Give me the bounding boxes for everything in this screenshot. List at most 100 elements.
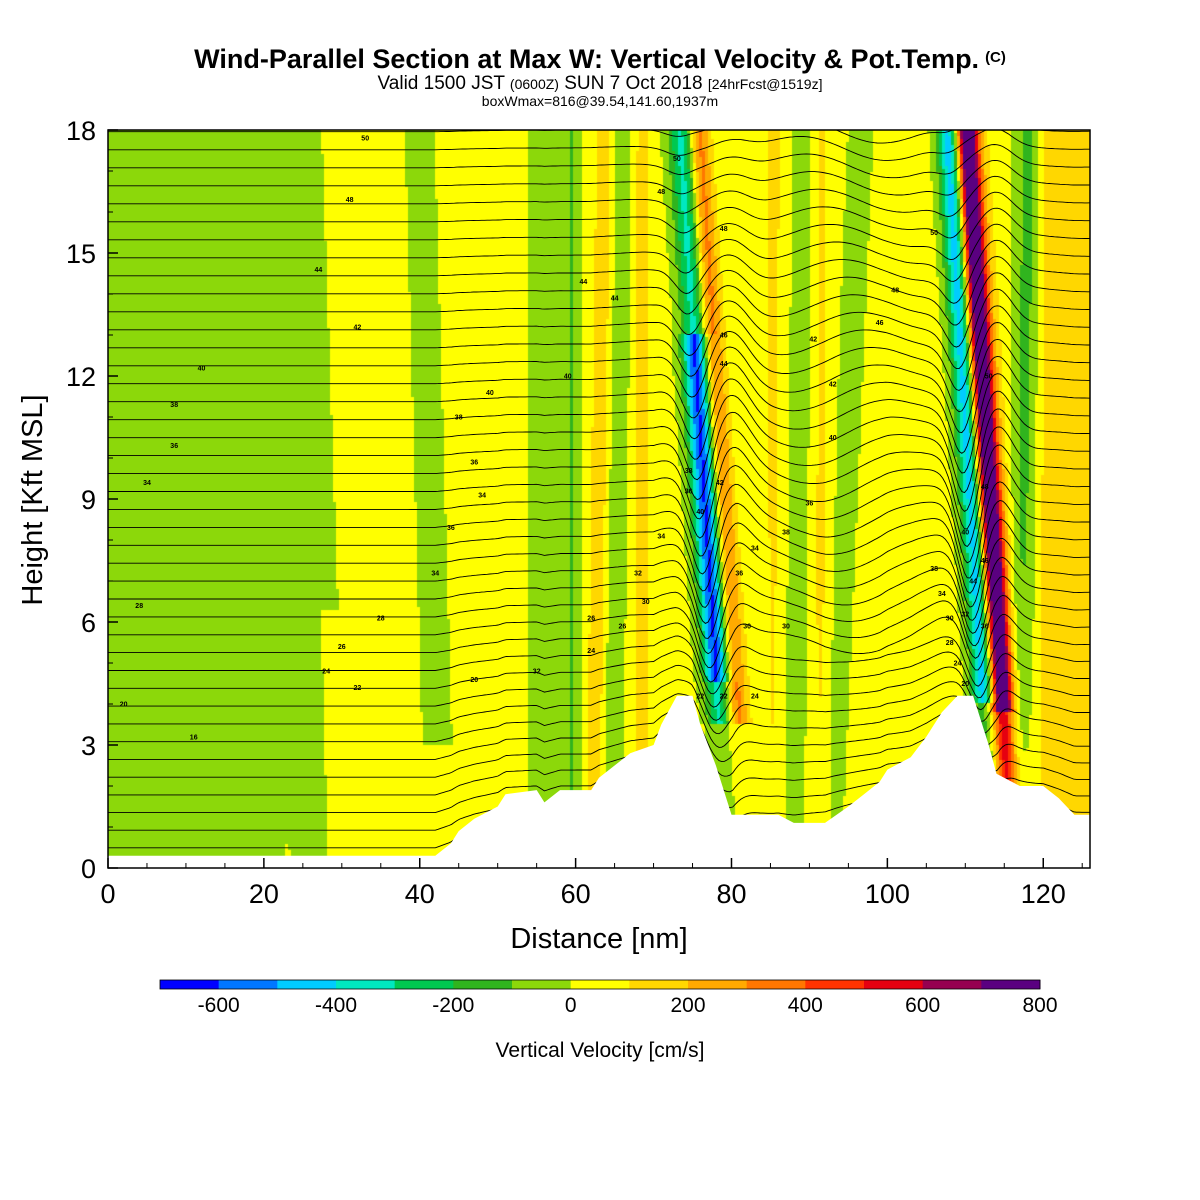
isentrope-line: [108, 223, 1090, 282]
contour-label: 22: [354, 685, 362, 692]
contour-label: 44: [580, 279, 588, 286]
colorbar-swatch: [512, 980, 572, 989]
contour-label: 36: [447, 525, 455, 532]
isentrope-line: [108, 693, 1090, 748]
contour-label: 34: [478, 492, 486, 499]
contour-label: 48: [981, 484, 989, 491]
contour-label: 34: [938, 591, 946, 598]
y-tick-label: 3: [81, 731, 96, 761]
contour-label: 44: [611, 296, 619, 303]
contour-label: 38: [782, 529, 790, 536]
contour-label: 36: [735, 570, 743, 577]
contour-label: 50: [985, 374, 993, 381]
isentrope-line: [108, 305, 1090, 391]
contour-label: 46: [720, 333, 728, 340]
forecast-info: [24hrFcst@1519z]: [707, 76, 823, 92]
colorbar-tick-label: 200: [670, 994, 705, 1017]
contour-label: 42: [829, 382, 837, 389]
contour-label: 42: [809, 337, 817, 344]
isentrope-line: [108, 462, 1090, 564]
isentrope-line: [108, 207, 1090, 261]
isentrope-line: [108, 390, 1090, 494]
contour-label: 28: [377, 615, 385, 622]
contour-label: 38: [455, 415, 463, 422]
contour-label: 40: [198, 365, 206, 372]
colorbar-swatch: [805, 980, 865, 989]
contour-label: 30: [743, 624, 751, 631]
contour-label: 40: [961, 529, 969, 536]
contour-label: 20: [470, 677, 478, 684]
isentrope-line: [108, 500, 1090, 594]
colorbar-tick-label: -200: [432, 994, 474, 1017]
isentrope-line: [108, 130, 1090, 161]
isentrope-line: [108, 444, 1090, 548]
contour-label: 24: [587, 648, 595, 655]
contour-label: 40: [486, 390, 494, 397]
colorbar-swatch: [570, 980, 630, 989]
colorbar-swatch: [922, 980, 982, 989]
contour-label: 36: [685, 488, 693, 495]
contour-label: 44: [315, 267, 323, 274]
contour-label: 36: [470, 460, 478, 467]
isentrope-line: [108, 481, 1090, 579]
isentrope-line: [108, 594, 1090, 669]
contour-label: 48: [346, 197, 354, 204]
contour-label: 34: [431, 570, 439, 577]
y-tick-label: 15: [66, 239, 96, 269]
isentrope-line: [108, 613, 1090, 683]
y-tick-label: 18: [66, 116, 96, 146]
contour-label: 38: [685, 468, 693, 475]
colorbar-tick-label: -400: [315, 994, 357, 1017]
isentrope-line: [108, 338, 1090, 434]
isentrope-line: [108, 144, 1090, 179]
contour-label: 40: [829, 435, 837, 442]
contour-label: 40: [564, 374, 572, 381]
terrain-mask: [108, 695, 1090, 869]
contour-label: 36: [806, 501, 814, 508]
contour-label: 34: [657, 533, 665, 540]
colorbar-swatch: [746, 980, 806, 989]
isentrope-line: [108, 518, 1090, 608]
isentrope-line: [108, 191, 1090, 239]
colorbar-label: Vertical Velocity [cm/s]: [496, 1039, 705, 1062]
isentrope-line: [108, 664, 1090, 721]
contour-labels: 50 48 44 42 40 38 36 34 28 20 16 28 26 24 22 20 32 38 40 36…: [120, 136, 993, 742]
contour-label: 28: [946, 640, 954, 647]
colorbar-swatch: [629, 980, 689, 989]
contour-label: 50: [361, 136, 369, 143]
isentrope-line: [108, 575, 1090, 655]
contour-label: 22: [696, 693, 704, 700]
y-axis-label: Height [Kft MSL]: [17, 394, 49, 605]
x-tick-label: 60: [561, 879, 591, 909]
x-axis: 0 20 40 60 80 100 120: [100, 858, 1083, 909]
x-tick-label: 0: [100, 879, 115, 909]
colorbar-swatch: [981, 980, 1041, 989]
contour-label: 24: [751, 693, 759, 700]
y-tick-label: 9: [81, 485, 96, 515]
contour-label: 46: [876, 320, 884, 327]
colorbar-swatch: [688, 980, 748, 989]
isentrope-line: [108, 408, 1090, 512]
contour-label: 16: [190, 734, 198, 741]
colorbar-tick-label: 800: [1022, 994, 1057, 1017]
contour-label: 44: [969, 579, 977, 586]
colorbar-frame: [159, 979, 1041, 990]
colorbar-swatch: [336, 980, 396, 989]
contour-label: 26: [587, 615, 595, 622]
contour-label: 24: [322, 669, 330, 676]
x-tick-label: 100: [865, 879, 910, 909]
contour-label: 30: [782, 624, 790, 631]
isentrope-line: [108, 272, 1090, 348]
isentrope-line: [108, 679, 1090, 735]
isentrope-line: [108, 239, 1090, 304]
isentrope-line: [108, 159, 1090, 196]
contour-label: 24: [954, 661, 962, 668]
isentrope-line: [108, 175, 1090, 217]
contour-label: 32: [634, 570, 642, 577]
colorbar-tick-label: 600: [905, 994, 940, 1017]
contour-label: 46: [981, 558, 989, 565]
colorbar-swatch: [218, 980, 278, 989]
contour-label: 28: [135, 603, 143, 610]
contour-label: 48: [891, 287, 899, 294]
